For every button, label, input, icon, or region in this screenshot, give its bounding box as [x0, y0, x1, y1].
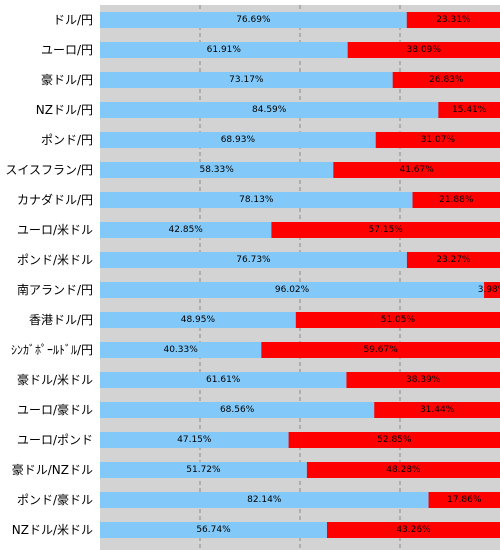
bar-segment-red: [347, 42, 500, 58]
bar-segment-blue: [100, 222, 272, 238]
value-label: 61.91%: [207, 45, 242, 55]
bar-segment-blue: [100, 282, 485, 298]
bar-segment-red: [306, 462, 500, 478]
category-label: NZドル/円: [36, 103, 93, 117]
bar-segment-red: [333, 162, 500, 178]
category-label: ポンド/豪ドル: [17, 492, 93, 507]
bar-segment-blue: [100, 72, 393, 88]
bar-segment-blue: [100, 372, 347, 388]
bar-segment-blue: [100, 492, 429, 508]
bar-segment-blue: [100, 462, 307, 478]
category-label: ｼﾝｶﾞﾎﾟｰﾙﾄﾞﾙ/円: [11, 343, 93, 357]
value-label: 76.69%: [236, 15, 271, 25]
value-label: 57.15%: [369, 225, 404, 235]
value-label: 17.86%: [447, 495, 482, 505]
bar-segment-blue: [100, 402, 375, 418]
category-label: 豪ドル/米ドル: [17, 372, 93, 387]
plot-background: [100, 5, 500, 550]
bar-segment-red: [326, 522, 500, 538]
value-label: 68.56%: [220, 405, 255, 415]
category-label: ドル/円: [53, 13, 93, 27]
value-label: 84.59%: [252, 105, 287, 115]
bar-segment-blue: [100, 312, 296, 328]
category-label: 豪ドル/NZドル: [12, 462, 93, 477]
category-label: ユーロ/ポンド: [17, 433, 93, 447]
value-label: 52.85%: [377, 435, 412, 445]
category-label: NZドル/米ドル: [12, 523, 93, 537]
bar-segment-red: [295, 312, 500, 328]
value-label: 51.05%: [381, 315, 416, 325]
value-label: 82.14%: [247, 495, 282, 505]
value-label: 23.31%: [436, 15, 471, 25]
value-label: 51.72%: [186, 465, 221, 475]
bar-segment-red: [428, 492, 500, 508]
bar-segment-red: [412, 192, 500, 208]
bar-segment-red: [261, 342, 500, 358]
value-label: 48.28%: [386, 465, 421, 475]
bar-segment-red: [288, 432, 500, 448]
bar-segment-red: [346, 372, 500, 388]
value-label: 40.33%: [163, 345, 198, 355]
category-label: ユーロ/豪ドル: [17, 402, 93, 417]
value-label: 31.07%: [421, 135, 456, 145]
value-label: 15.41%: [452, 105, 487, 115]
bar-segment-red: [484, 282, 500, 298]
value-label: 56.74%: [196, 525, 231, 535]
category-label: ポンド/円: [41, 133, 93, 147]
value-label: 68.93%: [221, 135, 256, 145]
bar-segment-blue: [100, 132, 376, 148]
value-label: 3.98%: [478, 285, 500, 295]
category-label: ユーロ/米ドル: [17, 223, 93, 237]
value-label: 61.61%: [206, 375, 241, 385]
category-label: 豪ドル/円: [41, 72, 93, 87]
category-label: スイスフラン/円: [5, 163, 93, 177]
bar-segment-blue: [100, 522, 327, 538]
value-label: 38.39%: [406, 375, 441, 385]
bar-segment-blue: [100, 102, 439, 118]
bar-segment-blue: [100, 342, 262, 358]
value-label: 23.27%: [436, 255, 471, 265]
bar-segment-blue: [100, 252, 407, 268]
category-label: ポンド/米ドル: [17, 253, 93, 267]
bar-segment-blue: [100, 162, 334, 178]
value-label: 96.02%: [275, 285, 310, 295]
category-label: ユーロ/円: [41, 43, 93, 57]
value-label: 78.13%: [239, 195, 274, 205]
value-label: 59.67%: [363, 345, 398, 355]
bar-segment-red: [406, 252, 500, 268]
value-label: 31.44%: [420, 405, 455, 415]
bar-segment-blue: [100, 12, 407, 28]
value-label: 26.83%: [429, 75, 464, 85]
value-label: 73.17%: [229, 75, 264, 85]
bar-segment-blue: [100, 42, 348, 58]
value-label: 43.26%: [396, 525, 431, 535]
value-label: 76.73%: [236, 255, 271, 265]
bar-segment-blue: [100, 192, 413, 208]
bar-segment-blue: [100, 432, 289, 448]
category-label: 香港ドル/円: [29, 313, 93, 327]
value-label: 42.85%: [169, 225, 204, 235]
bar-segment-red: [406, 12, 500, 28]
value-label: 48.95%: [181, 315, 216, 325]
bar-segment-red: [438, 102, 500, 118]
category-label: カナダドル/円: [17, 192, 93, 207]
category-label: 南アランド/円: [17, 282, 93, 297]
bar-segment-red: [392, 72, 500, 88]
bar-segment-red: [374, 402, 500, 418]
value-label: 41.67%: [399, 165, 434, 175]
bar-segment-red: [271, 222, 500, 238]
value-label: 21.88%: [439, 195, 474, 205]
value-label: 58.33%: [199, 165, 234, 175]
bar-segment-red: [375, 132, 500, 148]
value-label: 38.09%: [407, 45, 442, 55]
bars: 76.69% 23.31% 61.91% 38.09% 73.17% 26.83% 84.5…: [100, 12, 500, 538]
value-label: 47.15%: [177, 435, 212, 445]
